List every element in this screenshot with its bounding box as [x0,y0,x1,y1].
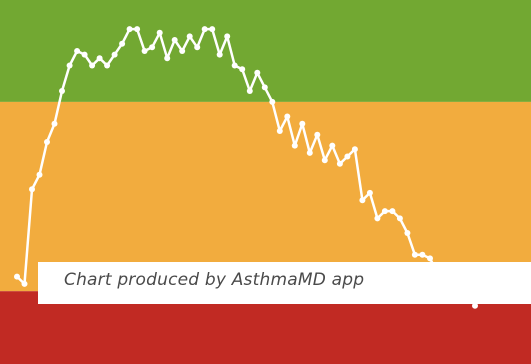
data-point [306,149,313,156]
data-point [284,113,291,120]
chart-caption: Chart produced by AsthmaMD app [64,270,365,290]
zone-yellow [0,101,531,292]
data-point [254,69,261,76]
data-point [411,251,418,258]
data-point [126,26,133,33]
data-point [366,189,373,196]
data-point [179,48,186,54]
data-point [291,142,298,149]
data-point [96,55,103,62]
data-point [336,160,343,167]
data-point [231,62,238,69]
data-point [81,51,88,58]
data-point [224,33,231,40]
data-point [374,215,381,222]
data-point [216,51,223,58]
data-point [89,62,96,69]
data-points-layer [14,26,478,309]
data-point [419,251,426,258]
data-point [134,26,141,33]
data-point [201,26,208,33]
data-point [396,215,403,222]
data-point [141,48,148,54]
data-point [404,230,411,236]
caption-box: Chart produced by AsthmaMD app [38,262,531,304]
data-point [164,55,171,62]
data-point [44,139,50,145]
data-point [209,26,216,33]
data-point [314,131,321,138]
data-point [104,62,111,69]
data-point [329,142,336,149]
data-point [14,273,20,280]
data-point [186,33,193,40]
data-point [351,146,358,153]
data-point [111,51,118,58]
data-point [427,255,433,262]
data-point [74,48,81,54]
data-point [66,62,73,69]
data-point [194,44,201,51]
data-point [171,37,178,43]
data-point [51,120,58,127]
data-point [246,88,253,94]
data-point [359,197,366,204]
data-point [156,29,163,36]
data-point [119,40,126,47]
data-point [299,120,306,127]
data-point [261,84,268,91]
data-point [21,280,28,287]
data-point [36,171,43,178]
data-point [269,98,276,105]
data-point [149,44,156,51]
data-point [344,153,351,160]
data-point [239,66,246,73]
data-point [472,302,478,309]
data-point [276,128,283,134]
data-point [389,208,396,215]
data-point [59,88,65,94]
data-point [381,208,388,215]
data-point [321,157,328,164]
data-point [29,186,35,193]
